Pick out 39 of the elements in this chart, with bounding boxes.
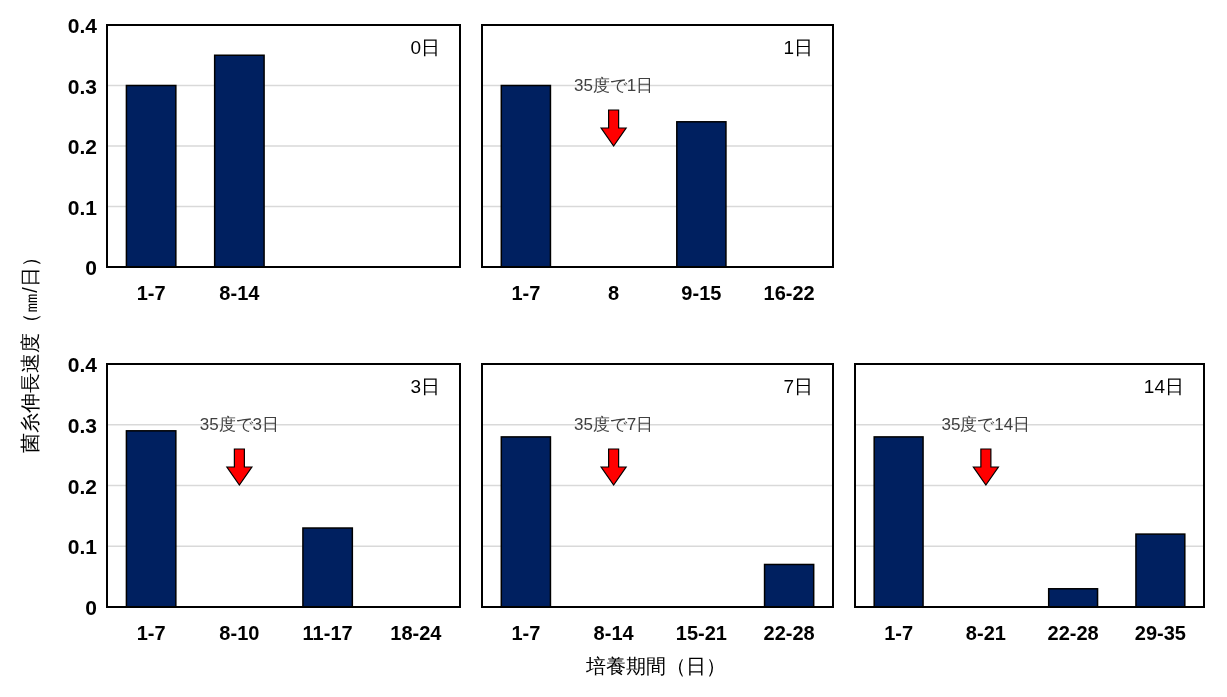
y-tick-label: 0.2 [67,134,97,158]
x-tick-label: 9-15 [681,282,722,304]
x-tick-label: 1-7 [511,282,541,304]
y-tick-label: 0 [85,255,97,279]
x-tick-label: 8 [608,282,620,304]
annotation: 35度で1日 [573,75,654,95]
x-tick-label: 22-28 [763,622,815,644]
annotation: 35度で3日 [199,414,280,434]
y-axis-title: 菌糸伸長速度（㎜/日） [19,247,41,453]
x-tick-label: 1-7 [511,622,541,644]
text: 7日 [783,375,813,397]
y-tick-label: 0.4 [67,352,98,376]
x-tick-label: 15-21 [675,622,727,644]
x-tick-label: 1-7 [884,622,914,644]
x-tick-label: 1-7 [136,622,166,644]
x-tick-label: 11-17 [302,622,353,644]
x-axis-title: 培養期間（日） [584,655,726,677]
y-tick-label: 0 [85,595,97,619]
annotation: 35度で7日 [573,414,654,434]
text: 1日 [783,36,813,58]
text: 0日 [410,36,440,58]
x-tick-label: 18-24 [390,622,443,644]
x-tick-label: 8-14 [219,282,261,304]
x-tick-label: 22-28 [1047,622,1099,644]
y-tick-label: 0.1 [67,534,98,558]
x-tick-label: 8-14 [593,622,635,644]
y-tick-label: 0.1 [67,195,98,218]
y-tick-label: 0.3 [67,413,97,437]
y-tick-label: 0.2 [67,474,97,497]
text: 3日 [410,375,440,397]
x-tick-label: 16-22 [763,282,815,304]
text: 14日 [1143,375,1184,397]
y-tick-label: 0.3 [67,74,97,97]
x-tick-label: 1-7 [136,282,166,304]
annotation: 35度で14日 [941,414,1031,434]
x-tick-label: 29-35 [1134,622,1186,644]
y-tick-label: 0.4 [67,13,98,37]
x-tick-label: 8-10 [219,622,260,644]
x-tick-label: 8-21 [965,622,1006,644]
